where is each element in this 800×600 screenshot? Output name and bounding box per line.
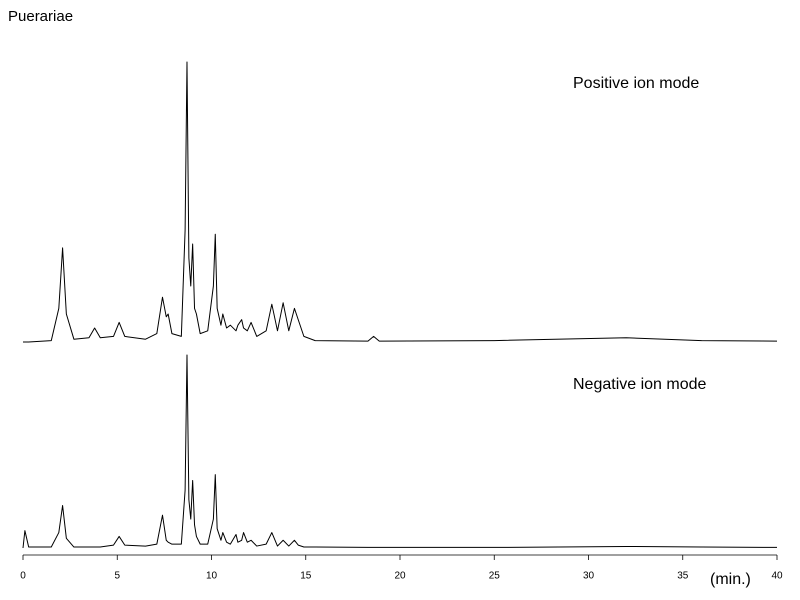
- x-tick-label: 20: [394, 571, 406, 582]
- x-tick-label: 40: [771, 571, 783, 582]
- x-tick-label: 10: [206, 571, 218, 582]
- chart-title: Puerariae: [8, 8, 73, 25]
- x-tick-label: 25: [489, 571, 501, 582]
- trace: [22, 354, 778, 549]
- trace: [23, 61, 778, 343]
- x-tick-label: 30: [583, 571, 595, 582]
- x-tick-label: 35: [677, 571, 689, 582]
- x-tick-label: 0: [20, 571, 26, 582]
- x-tick-label: 5: [114, 571, 120, 582]
- x-tick-label: 15: [300, 571, 312, 582]
- trace-label: Negative ion mode: [573, 376, 707, 393]
- trace-label: Positive ion mode: [573, 75, 699, 92]
- x-axis-label: (min.): [710, 571, 751, 588]
